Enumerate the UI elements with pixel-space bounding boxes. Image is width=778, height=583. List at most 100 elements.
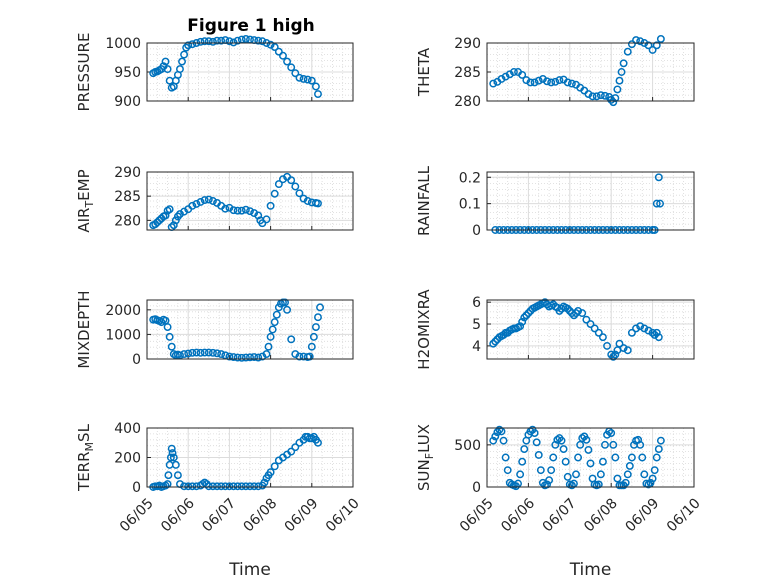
- data-point: [213, 482, 221, 491]
- data-point: [489, 79, 498, 88]
- data-point: [241, 205, 250, 214]
- data-point: [621, 478, 630, 487]
- data-point: [520, 445, 529, 454]
- data-point: [229, 38, 238, 47]
- data-point: [184, 482, 193, 491]
- data-point: [295, 189, 304, 198]
- data-point: [188, 482, 197, 491]
- subplot-sun-flux: 0 500 06/05 06/06 06/07 06/08 06/09 06/10 Time SU…: [415, 424, 704, 580]
- data-point: [311, 323, 320, 331]
- y-tick-label: 2000: [105, 303, 141, 319]
- data-point: [262, 215, 271, 224]
- data-point: [254, 482, 263, 491]
- data-point: [656, 34, 665, 43]
- y-tick-label: 0: [132, 352, 141, 368]
- data-point: [229, 482, 238, 491]
- data-point: [598, 333, 607, 342]
- data-point: [196, 348, 205, 357]
- y-axis-label: AIRTEMP: [75, 169, 96, 232]
- y-axis-label: THETA: [415, 47, 433, 97]
- data-point: [654, 445, 663, 454]
- data-point: [221, 482, 230, 491]
- data-point: [268, 325, 277, 334]
- data-point: [229, 206, 238, 215]
- data-point: [547, 466, 556, 475]
- data-point: [543, 77, 551, 86]
- data-point: [572, 470, 580, 479]
- data-point: [584, 445, 593, 454]
- data-point: [615, 76, 624, 85]
- data-point: [615, 339, 624, 348]
- data-point: [151, 220, 160, 229]
- data-point: [165, 205, 174, 214]
- data-point: [534, 76, 543, 85]
- axes-box: [146, 171, 354, 231]
- data-point: [164, 471, 173, 480]
- data-point: [166, 453, 175, 462]
- data-point: [204, 482, 213, 491]
- data-point: [543, 480, 551, 489]
- data-point: [594, 328, 603, 337]
- data-point: [287, 176, 296, 185]
- data-point: [291, 182, 300, 191]
- data-point: [557, 436, 566, 445]
- data-point: [636, 322, 645, 331]
- x-tick-label: 06/09: [623, 495, 663, 535]
- data-point: [225, 37, 234, 46]
- data-point: [208, 197, 217, 205]
- data-point: [654, 333, 663, 342]
- data-point: [237, 482, 246, 491]
- data-point: [505, 70, 514, 79]
- subplot-rainfall: 0 0.1 0.2 RAINFALL: [415, 165, 695, 239]
- data-point: [229, 353, 238, 361]
- y-tick-label: 290: [114, 165, 141, 181]
- data-point: [221, 204, 230, 213]
- data-point: [274, 180, 283, 189]
- data-point: [636, 37, 645, 46]
- data-point: [654, 173, 663, 182]
- data-point: [192, 199, 201, 208]
- data-point: [246, 207, 254, 216]
- data-point: [501, 453, 510, 462]
- axes-box: [486, 171, 695, 231]
- data-point: [283, 57, 292, 66]
- data-point: [163, 323, 172, 331]
- data-point: [644, 41, 653, 50]
- data-point: [266, 201, 275, 210]
- data-point: [609, 440, 618, 449]
- axes-box: [146, 42, 354, 102]
- data-point: [545, 476, 554, 485]
- data-point: [522, 76, 531, 85]
- y-axis-label: PRESSURE: [75, 33, 93, 112]
- data-point: [225, 352, 234, 361]
- data-point: [233, 353, 242, 362]
- x-axis-label: Time: [569, 560, 612, 580]
- y-tick-label: 0.1: [459, 197, 481, 213]
- data-point: [592, 92, 601, 101]
- y-tick-label: 400: [114, 421, 141, 437]
- y-tick-label: 6: [472, 295, 481, 311]
- data-point: [208, 348, 217, 357]
- data-point: [598, 457, 607, 466]
- axes-box: [486, 427, 695, 488]
- data-point: [518, 70, 527, 79]
- data-point: [184, 41, 193, 50]
- data-point: [497, 75, 506, 83]
- data-point: [270, 189, 279, 198]
- data-point: [609, 98, 618, 107]
- data-point: [316, 303, 324, 312]
- data-point: [648, 474, 657, 483]
- plot-area: [487, 428, 694, 487]
- data-point: [246, 353, 254, 362]
- data-point: [516, 322, 525, 331]
- data-point: [611, 453, 620, 462]
- data-point: [590, 324, 599, 333]
- data-point: [656, 199, 665, 208]
- data-point: [196, 37, 205, 46]
- data-point: [233, 206, 242, 215]
- x-tick-label: 06/09: [282, 495, 322, 535]
- data-point: [254, 36, 263, 45]
- data-point: [241, 353, 250, 362]
- data-point: [262, 350, 271, 359]
